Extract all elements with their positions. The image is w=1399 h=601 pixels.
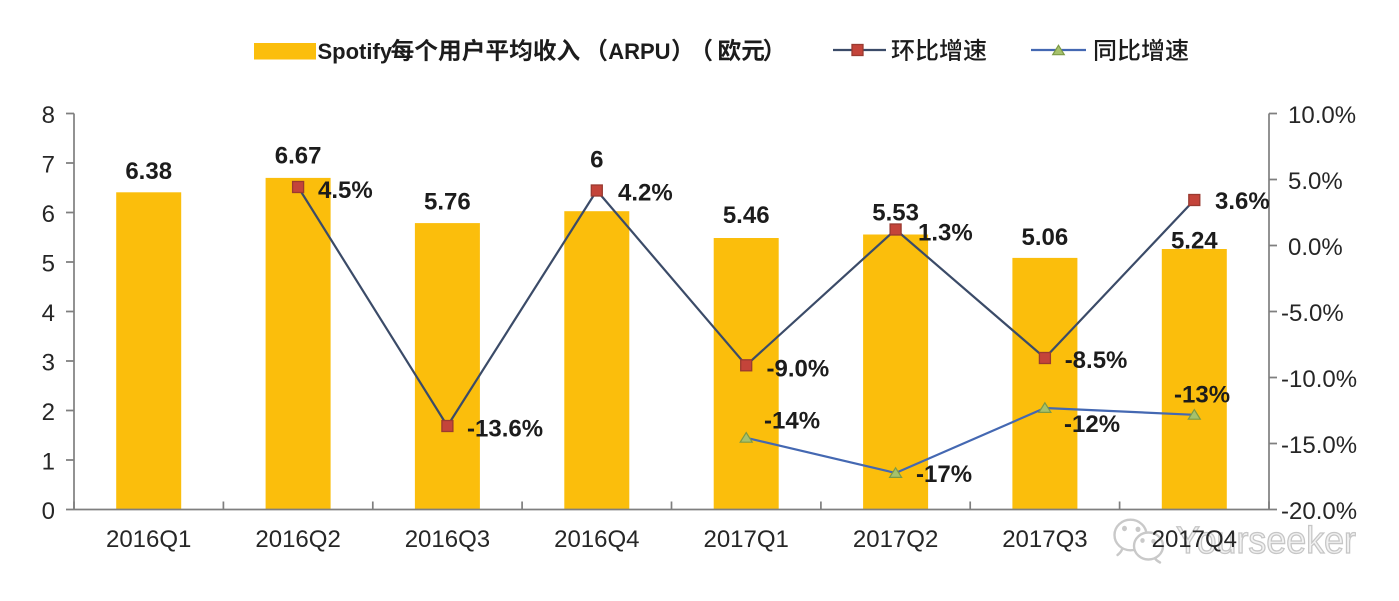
svg-text:4: 4 bbox=[42, 300, 55, 327]
svg-text:Spotify: Spotify bbox=[318, 39, 393, 64]
svg-text:5.06: 5.06 bbox=[1022, 224, 1069, 251]
svg-text:-17%: -17% bbox=[916, 461, 972, 488]
svg-text:6: 6 bbox=[42, 201, 55, 228]
svg-text:2017Q1: 2017Q1 bbox=[703, 526, 788, 553]
svg-text:10.0%: 10.0% bbox=[1288, 102, 1356, 129]
svg-text:7: 7 bbox=[42, 152, 55, 179]
svg-text:0.0%: 0.0% bbox=[1288, 234, 1343, 261]
svg-text:5.53: 5.53 bbox=[872, 200, 919, 227]
svg-text:0: 0 bbox=[42, 498, 55, 525]
svg-text:5.76: 5.76 bbox=[424, 189, 471, 216]
svg-text:5.46: 5.46 bbox=[723, 202, 770, 229]
svg-text:6.67: 6.67 bbox=[275, 143, 322, 170]
svg-text:-20.0%: -20.0% bbox=[1281, 498, 1357, 525]
svg-text:1.3%: 1.3% bbox=[918, 220, 973, 247]
svg-text:-15.0%: -15.0% bbox=[1281, 432, 1357, 459]
svg-text:-9.0%: -9.0% bbox=[767, 355, 830, 382]
svg-text:-12%: -12% bbox=[1064, 411, 1120, 438]
svg-text:-8.5%: -8.5% bbox=[1065, 347, 1128, 374]
svg-text:-10.0%: -10.0% bbox=[1281, 366, 1357, 393]
svg-text:Yourseeker: Yourseeker bbox=[1176, 520, 1356, 562]
svg-text:2016Q2: 2016Q2 bbox=[255, 526, 340, 553]
svg-text:2017Q2: 2017Q2 bbox=[853, 526, 938, 553]
svg-text:2016Q4: 2016Q4 bbox=[554, 526, 639, 553]
svg-text:2016Q3: 2016Q3 bbox=[405, 526, 490, 553]
svg-text:2016Q1: 2016Q1 bbox=[106, 526, 191, 553]
svg-text:2017Q4: 2017Q4 bbox=[1152, 526, 1237, 553]
svg-text:-14%: -14% bbox=[764, 408, 820, 435]
svg-text:5.0%: 5.0% bbox=[1288, 168, 1343, 195]
svg-text:3: 3 bbox=[42, 350, 55, 377]
svg-text:2: 2 bbox=[42, 399, 55, 426]
svg-text:ARPU: ARPU bbox=[608, 39, 670, 64]
svg-text:4.5%: 4.5% bbox=[318, 177, 373, 204]
svg-text:2017Q3: 2017Q3 bbox=[1002, 526, 1087, 553]
svg-text:6: 6 bbox=[590, 147, 603, 174]
svg-text:4.2%: 4.2% bbox=[618, 180, 673, 207]
svg-text:3.6%: 3.6% bbox=[1215, 188, 1270, 215]
svg-text:-13.6%: -13.6% bbox=[467, 416, 543, 443]
svg-text:5: 5 bbox=[42, 251, 55, 278]
svg-text:-5.0%: -5.0% bbox=[1281, 300, 1344, 327]
svg-text:1: 1 bbox=[42, 449, 55, 476]
svg-text:-13%: -13% bbox=[1174, 382, 1230, 409]
svg-text:5.24: 5.24 bbox=[1171, 228, 1218, 255]
svg-text:6.38: 6.38 bbox=[125, 158, 172, 185]
svg-text:8: 8 bbox=[42, 102, 55, 129]
